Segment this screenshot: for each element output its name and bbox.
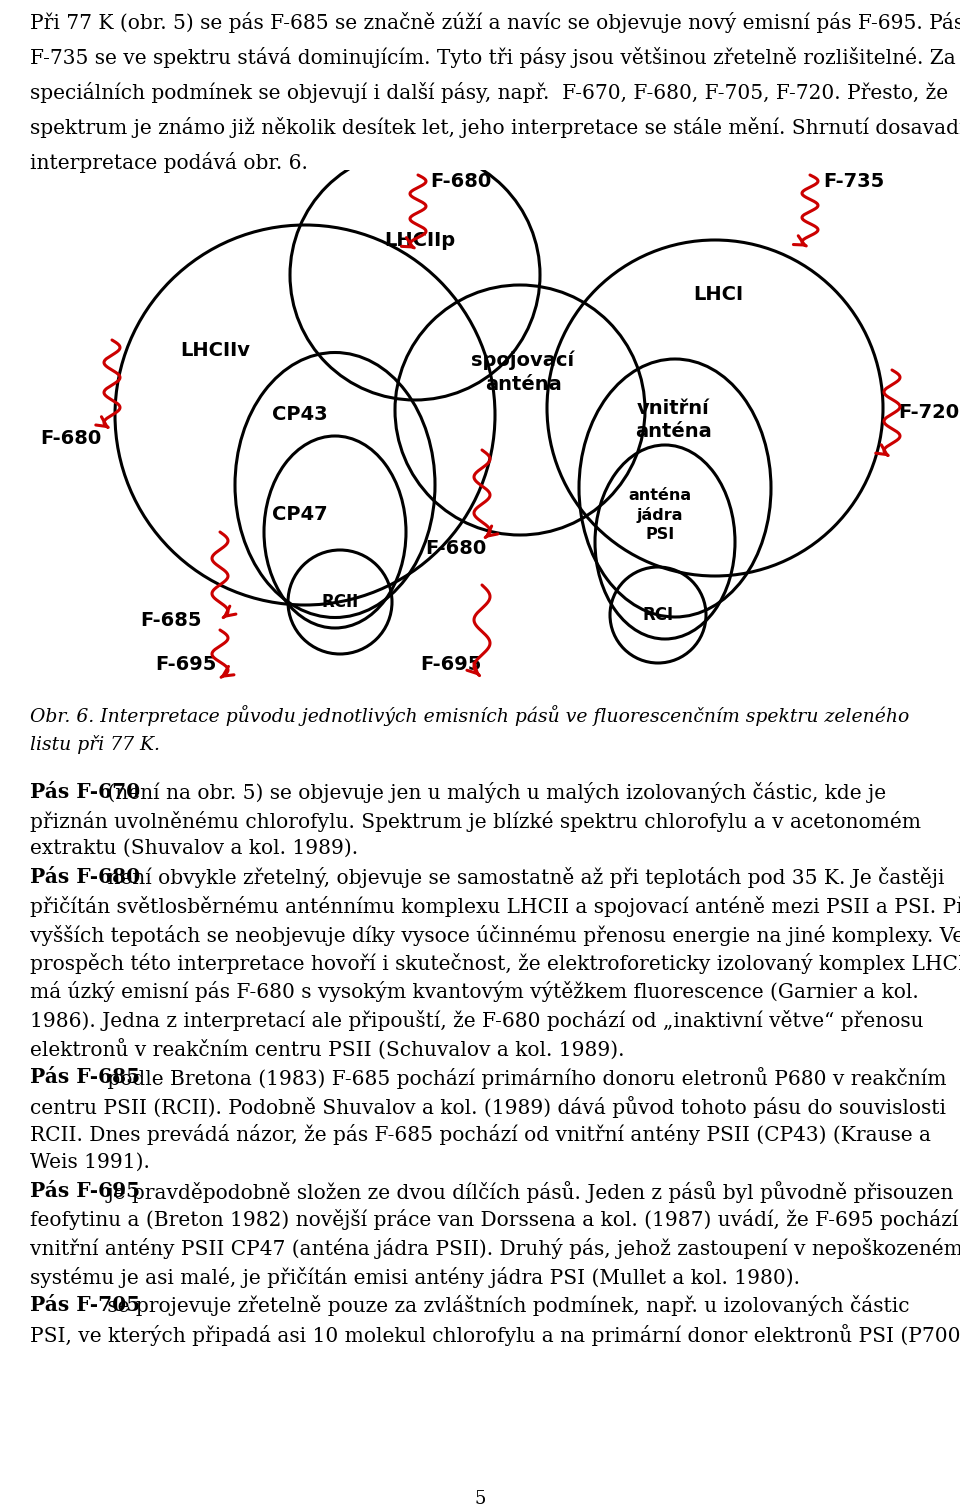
Text: Pás F-705: Pás F-705 xyxy=(30,1295,140,1314)
Text: RCII: RCII xyxy=(322,593,359,611)
Text: přiznán uvolněnému chlorofylu. Spektrum je blízké spektru chlorofylu a v acetono: přiznán uvolněnému chlorofylu. Spektrum … xyxy=(30,810,921,831)
Text: přičítán světlosběrnému anténnímu komplexu LHCII a spojovací anténě mezi PSII a : přičítán světlosběrnému anténnímu komple… xyxy=(30,896,960,917)
Text: Pás F-695: Pás F-695 xyxy=(30,1182,140,1201)
Text: vnitřní
anténa: vnitřní anténa xyxy=(635,398,711,441)
Text: spektrum je známo již několik desítek let, jeho interpretace se stále mění. Shrn: spektrum je známo již několik desítek le… xyxy=(30,118,960,137)
Text: Při 77 K (obr. 5) se pás F-685 se značně zúží a navíc se objevuje nový emisní pá: Při 77 K (obr. 5) se pás F-685 se značně… xyxy=(30,12,960,33)
Text: není obvykle zřetelný, objevuje se samostatně až při teplotách pod 35 K. Je čast: není obvykle zřetelný, objevuje se samos… xyxy=(101,868,944,889)
Text: F-720: F-720 xyxy=(898,403,959,421)
Text: F-735: F-735 xyxy=(823,172,884,192)
Text: feofytinu a (Breton 1982) novější práce van Dorssena a kol. (1987) uvádí, že F-6: feofytinu a (Breton 1982) novější práce … xyxy=(30,1210,960,1230)
Text: Pás F-685: Pás F-685 xyxy=(30,1067,140,1086)
Text: centru PSII (RCII). Podobně Shuvalov a kol. (1989) dává původ tohoto pásu do sou: centru PSII (RCII). Podobně Shuvalov a k… xyxy=(30,1096,946,1118)
Text: LHCIIv: LHCIIv xyxy=(180,341,250,359)
Text: podle Bretona (1983) F-685 pochází primárního donoru eletronů P680 v reakčním: podle Bretona (1983) F-685 pochází primá… xyxy=(101,1067,947,1089)
Text: spojovací
anténa: spojovací anténa xyxy=(471,350,575,394)
Text: F-680: F-680 xyxy=(430,172,492,192)
Text: je pravděpodobně složen ze dvou dílčích pásů. Jeden z pásů byl původně přisouzen: je pravděpodobně složen ze dvou dílčích … xyxy=(101,1182,953,1203)
Text: F-695: F-695 xyxy=(420,655,481,675)
Text: listu při 77 K.: listu při 77 K. xyxy=(30,735,160,754)
Text: (není na obr. 5) se objevuje jen u malých u malých izolovaných částic, kde je: (není na obr. 5) se objevuje jen u malýc… xyxy=(101,782,886,803)
Text: F-695: F-695 xyxy=(155,655,216,675)
Text: prospěch této interpretace hovoří i skutečnost, že elektroforeticky izolovaný ko: prospěch této interpretace hovoří i skut… xyxy=(30,954,960,973)
Text: interpretace podává obr. 6.: interpretace podává obr. 6. xyxy=(30,152,308,174)
Text: extraktu (Shuvalov a kol. 1989).: extraktu (Shuvalov a kol. 1989). xyxy=(30,839,358,859)
Text: má úzký emisní pás F-680 s vysokým kvantovým výtěžkem fluorescence (Garnier a ko: má úzký emisní pás F-680 s vysokým kvant… xyxy=(30,981,919,1002)
Text: elektronů v reakčním centru PSII (Schuvalov a kol. 1989).: elektronů v reakčním centru PSII (Schuva… xyxy=(30,1038,625,1059)
Text: Weis 1991).: Weis 1991). xyxy=(30,1153,150,1171)
Text: LHCIIp: LHCIIp xyxy=(384,231,456,249)
Text: Pás F-680: Pás F-680 xyxy=(30,868,140,887)
Text: LHCI: LHCI xyxy=(693,285,743,305)
Text: F-735 se ve spektru stává dominujícím. Tyto tři pásy jsou většinou zřetelně rozl: F-735 se ve spektru stává dominujícím. T… xyxy=(30,47,956,68)
Text: anténa
jádra
PSI: anténa jádra PSI xyxy=(629,489,691,542)
Text: systému je asi malé, je přičítán emisi antény jádra PSI (Mullet a kol. 1980).: systému je asi malé, je přičítán emisi a… xyxy=(30,1266,800,1287)
Text: F-680: F-680 xyxy=(40,429,101,448)
Text: RCI: RCI xyxy=(642,607,674,625)
Text: vyšších tepotách se neobjevuje díky vysoce účinnému přenosu energie na jiné komp: vyšších tepotách se neobjevuje díky vyso… xyxy=(30,925,960,946)
Text: Pás F-670: Pás F-670 xyxy=(30,782,140,801)
Text: se projevuje zřetelně pouze za zvláštních podmínek, např. u izolovaných částic: se projevuje zřetelně pouze za zvláštníc… xyxy=(101,1295,909,1316)
Text: CP43: CP43 xyxy=(273,406,327,424)
Text: Obr. 6. Interpretace původu jednotlivých emisních pásů ve fluorescenčním spektru: Obr. 6. Interpretace původu jednotlivých… xyxy=(30,705,909,726)
Text: vnitřní antény PSII CP47 (anténa jádra PSII). Druhý pás, jehož zastoupení v nepo: vnitřní antény PSII CP47 (anténa jádra P… xyxy=(30,1237,960,1259)
Text: speciálních podmínek se objevují i další pásy, např.  F-670, F-680, F-705, F-720: speciálních podmínek se objevují i další… xyxy=(30,81,948,103)
Text: F-685: F-685 xyxy=(140,611,202,629)
Text: PSI, ve kterých připadá asi 10 molekul chlorofylu a na primární donor elektronů : PSI, ve kterých připadá asi 10 molekul c… xyxy=(30,1323,960,1346)
Text: 5: 5 xyxy=(474,1489,486,1507)
Text: CP47: CP47 xyxy=(273,506,327,525)
Text: RCII. Dnes prevádá názor, že pás F-685 pochází od vnitřní antény PSII (CP43) (Kr: RCII. Dnes prevádá názor, že pás F-685 p… xyxy=(30,1124,931,1145)
Text: F-680: F-680 xyxy=(425,539,487,557)
Text: 1986). Jedna z interpretací ale připouští, že F-680 pochází od „inaktivní větve“: 1986). Jedna z interpretací ale připoušt… xyxy=(30,1010,924,1031)
